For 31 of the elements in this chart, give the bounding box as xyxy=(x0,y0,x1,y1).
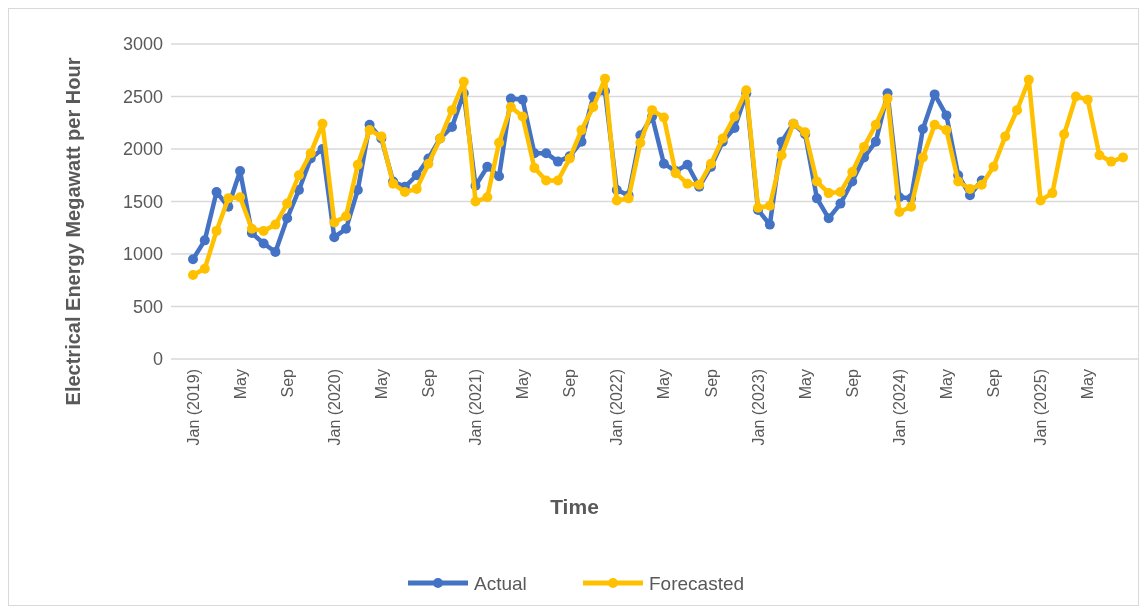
y-tick-label: 0 xyxy=(152,349,163,370)
y-tick-label: 500 xyxy=(132,296,163,317)
x-tick-label: May xyxy=(938,369,956,400)
y-tick-label: 2000 xyxy=(122,139,163,160)
x-tick-label: Jan (2025) xyxy=(1032,369,1050,446)
y-tick-label: 3000 xyxy=(122,34,163,55)
legend-label: Forecasted xyxy=(649,572,745,594)
x-tick-label: Sep xyxy=(561,368,579,398)
x-tick-label: Jan (2019) xyxy=(184,369,202,446)
legend-label: Actual xyxy=(474,572,527,594)
x-tick-label: May xyxy=(514,369,532,400)
x-tick-label: Sep xyxy=(985,368,1003,398)
x-tick-label: Sep xyxy=(278,368,296,398)
y-tick-label: 1500 xyxy=(122,191,163,212)
x-tick-label: Jan (2022) xyxy=(608,369,626,446)
x-tick-label: Sep xyxy=(702,368,720,398)
y-tick-label: 1000 xyxy=(122,244,163,265)
x-tick-label: May xyxy=(231,369,249,400)
x-tick-label: Jan (2020) xyxy=(325,369,343,446)
x-tick-label: Jan (2021) xyxy=(467,369,485,446)
x-axis-title: Time xyxy=(550,495,599,518)
x-tick-label: May xyxy=(796,369,814,400)
x-tick-label: May xyxy=(655,369,673,400)
x-tick-label: Jan (2023) xyxy=(749,369,767,446)
x-tick-label: May xyxy=(372,369,390,400)
x-tick-label: Sep xyxy=(420,368,438,398)
y-axis-title: Electrical Energy Megawatt per Hour xyxy=(62,57,84,406)
x-tick-label: May xyxy=(1079,369,1097,400)
y-tick-label: 2500 xyxy=(122,86,163,107)
x-tick-label: Sep xyxy=(843,368,861,398)
x-tick-label: Jan (2024) xyxy=(890,369,908,446)
